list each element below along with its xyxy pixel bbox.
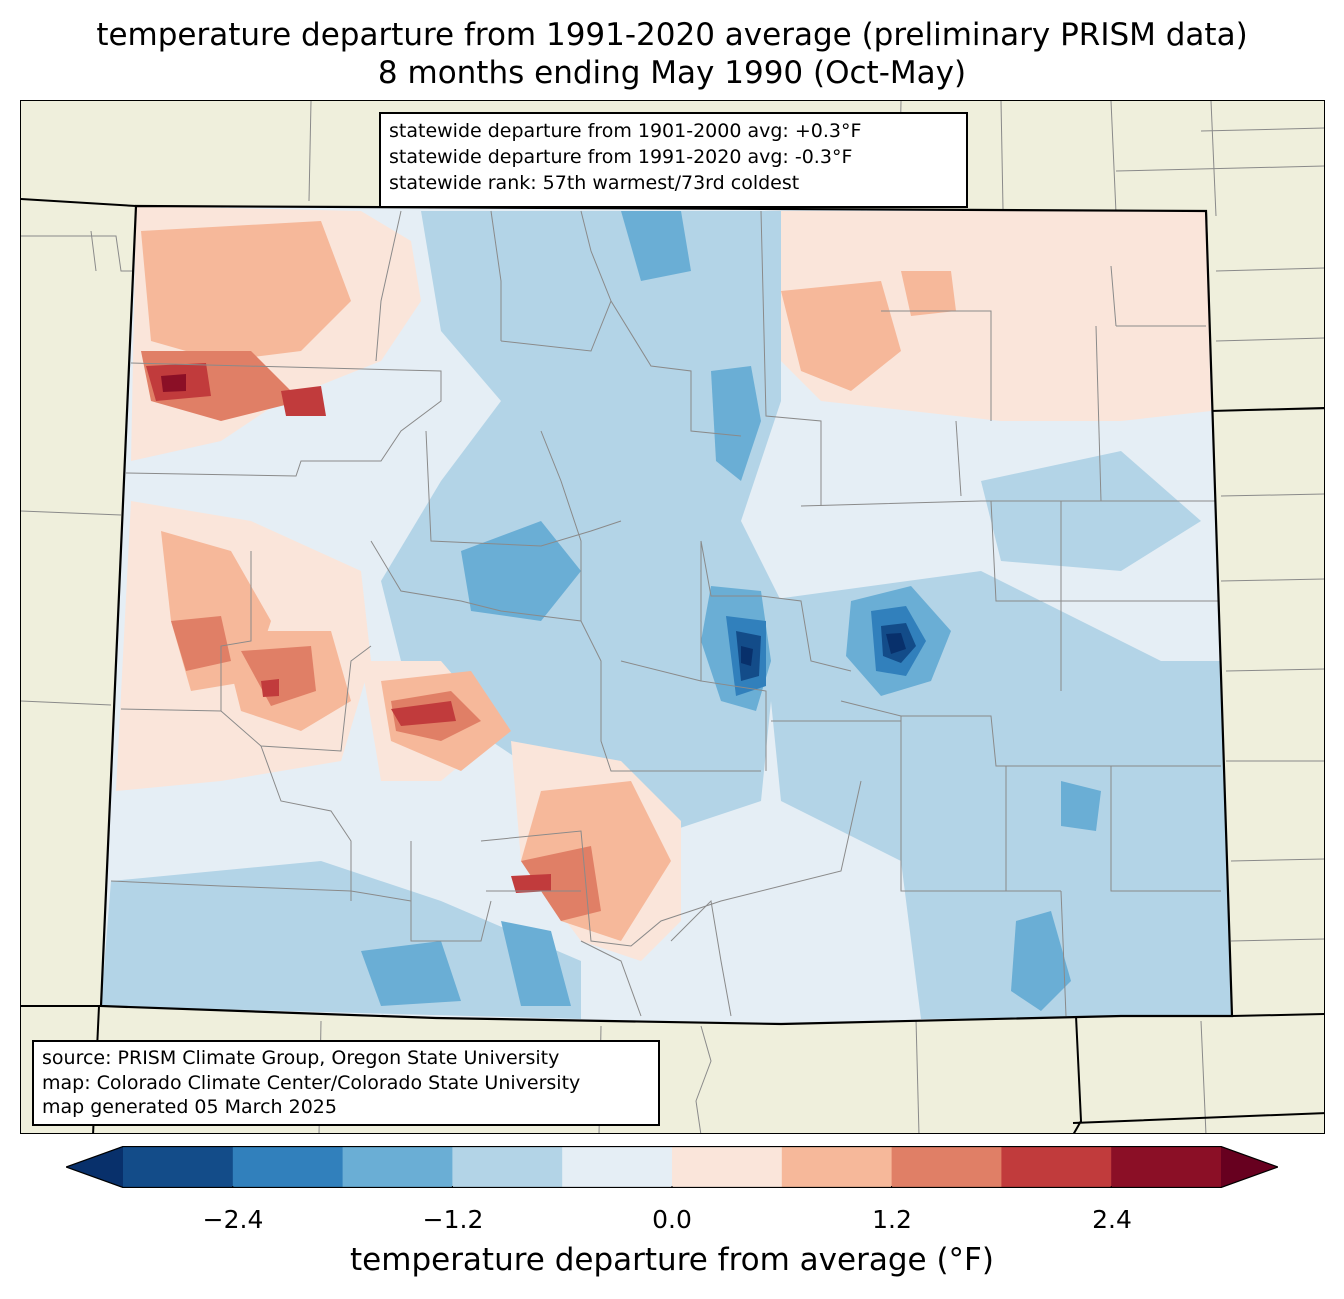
colorbar-bin: [452, 1146, 563, 1188]
colorbar-bin: [1111, 1146, 1222, 1188]
source-box: source: PRISM Climate Group, Oregon Stat…: [32, 1040, 660, 1126]
map-panel: statewide departure from 1901-2000 avg: …: [20, 100, 1325, 1134]
map-title-line1: temperature departure from 1991-2020 ave…: [96, 17, 1248, 53]
colorbar-bin: [672, 1146, 783, 1188]
stats-line-1991-2020: statewide departure from 1991-2020 avg: …: [389, 146, 853, 168]
colorbar-tick-label: −2.4: [202, 1205, 264, 1234]
colorbar-bin: [232, 1146, 344, 1188]
colorbar-bin: [342, 1146, 453, 1188]
colorado-departure-map: [21, 101, 1324, 1133]
colorbar-extend-high: [1221, 1146, 1278, 1188]
colorbar-bin: [562, 1146, 673, 1188]
colorado-boundary: [99, 204, 1234, 1026]
colorbar-bin: [1001, 1146, 1112, 1188]
colorbar-outline: [66, 1146, 1278, 1188]
colorbar-tick-label: −1.2: [422, 1205, 484, 1234]
statewide-stats-box: statewide departure from 1901-2000 avg: …: [379, 112, 968, 208]
county-lines: [110, 210, 1221, 1017]
colorbar-label: temperature departure from average (°F): [350, 1242, 994, 1278]
colorbar-bin: [891, 1146, 1002, 1188]
map-title-line2: 8 months ending May 1990 (Oct-May): [377, 55, 967, 91]
map-credit-line: map: Colorado Climate Center/Colorado St…: [42, 1071, 581, 1094]
generated-date-line: map generated 05 March 2025: [42, 1096, 337, 1118]
colorbar-extend-low: [66, 1146, 123, 1188]
stats-line-1901-2000: statewide departure from 1901-2000 avg: …: [389, 120, 862, 142]
colorbar-bin: [781, 1146, 893, 1188]
colorbar-bin: [123, 1146, 234, 1188]
source-line: source: PRISM Climate Group, Oregon Stat…: [42, 1047, 560, 1069]
colorbar-tick-label: 0.0: [652, 1205, 692, 1234]
colorbar: [66, 1146, 1278, 1188]
departure-contours: [101, 206, 1232, 1024]
colorbar-tick-label: 2.4: [1092, 1205, 1132, 1234]
stats-line-rank: statewide rank: 57th warmest/73rd coldes…: [389, 172, 800, 194]
colorbar-tick-label: 1.2: [872, 1205, 912, 1234]
